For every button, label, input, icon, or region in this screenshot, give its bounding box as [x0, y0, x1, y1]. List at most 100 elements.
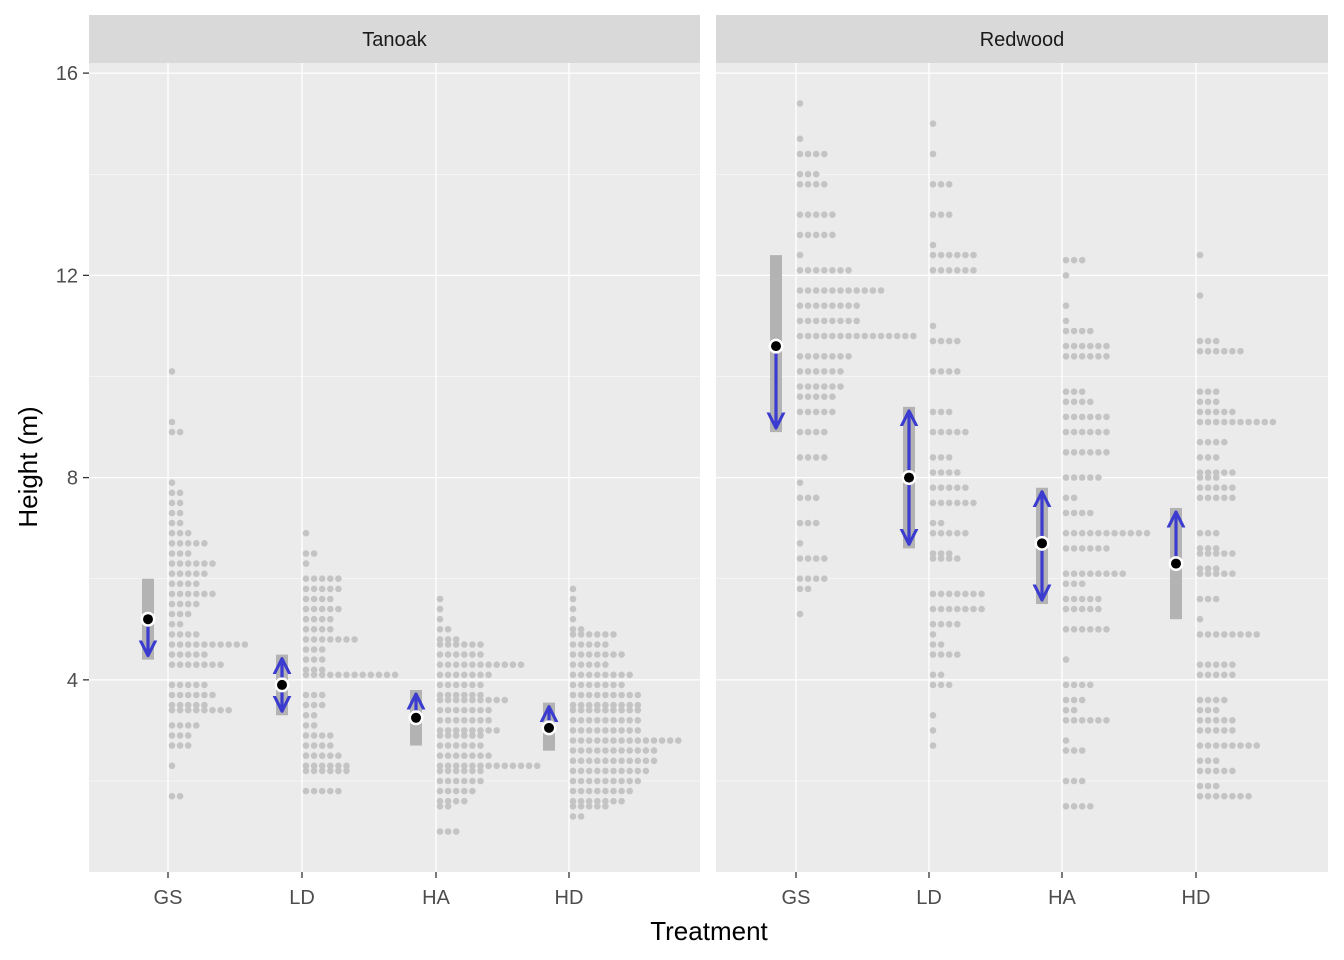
observation-dot: [1204, 671, 1212, 679]
observation-dot: [929, 322, 937, 330]
observation-dot: [954, 499, 961, 507]
observation-dot: [444, 717, 452, 724]
observation-dot: [970, 267, 977, 274]
observation-dot: [1229, 469, 1236, 476]
observation-dot: [327, 615, 334, 623]
observation-dot: [1078, 580, 1086, 588]
observation-dot: [1062, 706, 1070, 714]
observation-dot: [1196, 408, 1204, 416]
observation-dot: [954, 428, 961, 436]
observation-dot: [812, 332, 820, 340]
observation-dot: [461, 671, 468, 679]
observation-dot: [1095, 474, 1102, 481]
observation-dot: [335, 752, 342, 759]
observation-dot: [845, 332, 852, 340]
observation-dot: [1204, 454, 1212, 461]
observation-dot: [176, 732, 184, 739]
observation-dot: [945, 408, 953, 416]
observation-dot: [610, 717, 617, 724]
observation-dot: [569, 641, 577, 648]
observation-dot: [452, 752, 460, 759]
observation-dot: [193, 560, 200, 567]
observation-dot: [461, 706, 468, 714]
observation-dot: [1119, 529, 1126, 537]
observation-dot: [193, 661, 200, 668]
observation-dot: [1062, 449, 1070, 456]
observation-dot: [209, 641, 216, 648]
observation-dot: [184, 529, 192, 537]
observation-dot: [978, 605, 985, 613]
observation-dot: [945, 337, 953, 345]
observation-dot: [318, 646, 326, 653]
observation-dot: [618, 706, 625, 714]
observation-dot: [327, 732, 334, 739]
observation-dot: [804, 585, 812, 593]
observation-dot: [225, 641, 232, 648]
observation-dot: [469, 732, 476, 739]
observation-dot: [1078, 509, 1086, 517]
observation-dot: [391, 671, 399, 679]
observation-dot: [585, 757, 593, 765]
observation-dot: [1204, 570, 1212, 577]
observation-dot: [436, 615, 444, 623]
observation-dot: [444, 696, 452, 704]
observation-dot: [1196, 545, 1204, 552]
observation-dot: [1196, 292, 1204, 299]
observation-dot: [929, 211, 937, 218]
observation-dot: [929, 681, 937, 689]
observation-dot: [444, 762, 452, 770]
observation-dot: [184, 742, 192, 749]
observation-dot: [853, 287, 860, 294]
observation-dot: [335, 671, 342, 679]
observation-dot: [804, 181, 812, 188]
observation-dot: [461, 767, 468, 775]
observation-dot: [1229, 550, 1236, 557]
observation-dot: [1221, 438, 1228, 446]
observation-dot: [1095, 449, 1102, 456]
observation-dot: [626, 757, 633, 765]
observation-dot: [585, 701, 593, 709]
observation-dot: [184, 661, 192, 668]
observation-dot: [436, 717, 444, 724]
observation-dot: [1062, 494, 1070, 502]
observation-dot: [477, 727, 484, 734]
observation-dot: [444, 681, 452, 689]
observation-dot: [1229, 742, 1236, 749]
observation-dot: [1229, 767, 1236, 775]
grid-lines: [89, 63, 700, 872]
observation-dot: [302, 787, 310, 795]
observation-dot: [1245, 792, 1252, 800]
observation-dot: [1221, 570, 1228, 577]
observation-dot: [469, 752, 476, 759]
observation-dot: [642, 747, 650, 754]
observation-dot: [929, 368, 937, 375]
observation-dot: [812, 368, 820, 375]
observation-dot: [585, 717, 593, 724]
observation-dot: [318, 656, 326, 663]
observation-dot: [461, 762, 468, 770]
observation-dot: [310, 712, 318, 719]
x-tick-label: HD: [555, 887, 584, 909]
observation-dot: [929, 469, 937, 476]
observation-dot: [452, 828, 460, 835]
observation-dot: [569, 615, 577, 623]
observation-dot: [335, 787, 342, 795]
observation-dot: [452, 636, 460, 643]
observation-dot: [796, 519, 804, 527]
observation-dot: [610, 797, 617, 805]
summary-ld: [275, 654, 290, 716]
observation-dot: [461, 717, 468, 724]
observation-dot: [945, 590, 953, 598]
observation-dot: [804, 267, 812, 274]
observation-dot: [796, 251, 804, 259]
observation-dot: [618, 671, 625, 679]
observation-dot: [602, 767, 609, 775]
observation-dot: [444, 797, 452, 805]
observation-dot: [310, 691, 318, 699]
observation-dot: [869, 287, 877, 294]
observation-dot: [577, 797, 585, 805]
observation-dot: [1062, 302, 1070, 310]
observation-dot: [241, 641, 249, 648]
observation-dot: [845, 267, 852, 274]
observation-dot: [302, 656, 310, 663]
